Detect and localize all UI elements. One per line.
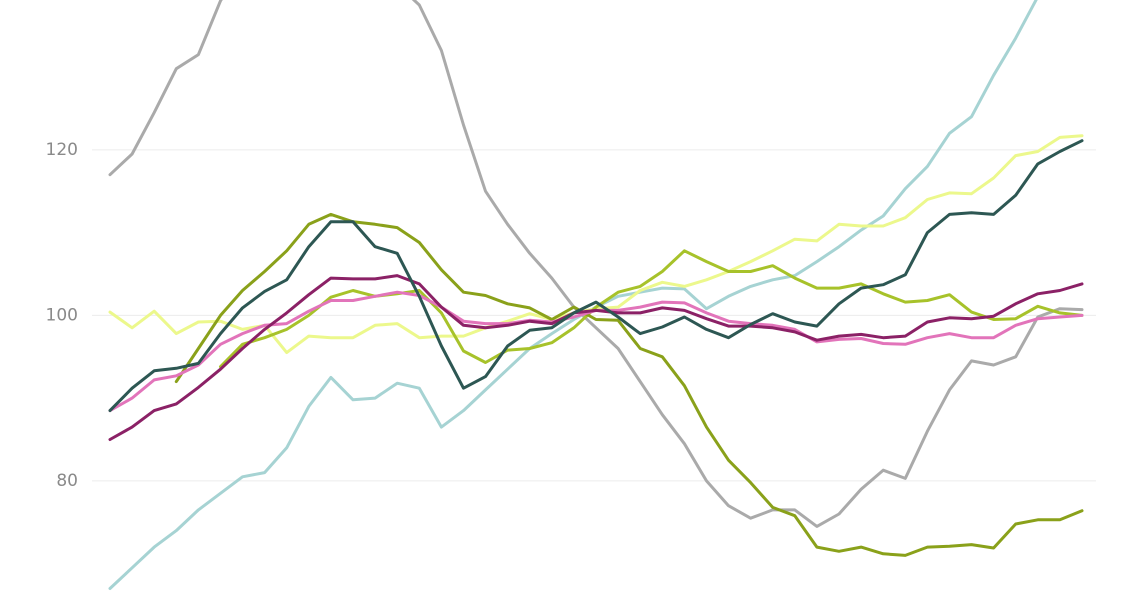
series-line	[108, 274, 1084, 441]
series-line	[108, 0, 1038, 590]
series-line	[108, 0, 1084, 528]
series-line	[108, 139, 1084, 413]
series-line	[219, 249, 1084, 369]
y-tick-label: 80	[56, 471, 78, 491]
y-tick-label: 100	[46, 305, 78, 325]
series-line	[174, 212, 1084, 557]
y-tick-label: 120	[46, 140, 78, 160]
